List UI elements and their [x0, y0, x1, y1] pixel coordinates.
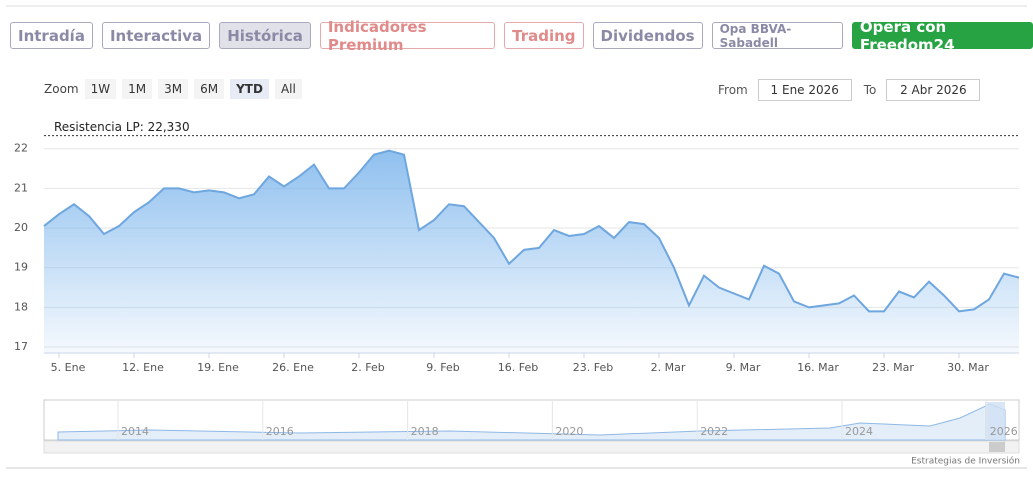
x-tick-label: 12. Ene — [122, 361, 164, 374]
zoom-button[interactable]: 1W — [84, 79, 117, 99]
x-tick-label: 23. Mar — [872, 361, 914, 374]
y-tick-label: 20 — [14, 221, 28, 234]
x-tick-label: 2. Feb — [351, 361, 384, 374]
navigator-label: 2016 — [266, 425, 294, 438]
x-tick-label: 5. Ene — [51, 361, 86, 374]
navigator-label: 2018 — [411, 425, 439, 438]
tab[interactable]: Interactiva — [101, 22, 211, 49]
from-input[interactable]: 1 Ene 2026 — [757, 79, 852, 101]
tab[interactable]: Intradía — [10, 22, 93, 49]
x-tick-label: 9. Feb — [426, 361, 459, 374]
from-label: From — [718, 83, 748, 97]
area — [44, 150, 1019, 353]
navigator-label: 2022 — [700, 425, 728, 438]
x-tick-label: 16. Mar — [797, 361, 839, 374]
x-tick-label: 2. Mar — [651, 361, 686, 374]
tab[interactable]: Histórica — [219, 22, 311, 49]
navigator-label: 2014 — [121, 425, 149, 438]
tab[interactable]: Opa BBVA-Sabadell — [711, 22, 843, 50]
x-tick-label: 26. Ene — [272, 361, 314, 374]
zoom-button[interactable]: 6M — [194, 79, 225, 99]
scrollbar[interactable] — [43, 440, 1020, 454]
navigator-label: 2026 — [990, 425, 1018, 438]
to-input[interactable]: 2 Abr 2026 — [886, 79, 981, 101]
tab[interactable]: Opera con Freedom24 — [851, 18, 1033, 54]
tab[interactable]: Indicadores Premium — [319, 18, 496, 54]
zoom-label: Zoom — [44, 82, 79, 96]
zoom-button[interactable]: YTD — [230, 79, 269, 99]
x-tick-label: 16. Feb — [498, 361, 538, 374]
y-tick-label: 22 — [14, 142, 28, 155]
date-range: From 1 Ene 2026 To 2 Abr 2026 — [718, 79, 992, 101]
y-tick-label: 21 — [14, 181, 28, 194]
zoom-button[interactable]: 1M — [122, 79, 153, 99]
navigator-window — [985, 402, 1005, 440]
tab[interactable]: Dividendos — [592, 22, 703, 49]
zoom-button[interactable]: All — [274, 79, 302, 99]
y-tick-label: 19 — [14, 261, 28, 274]
tab-bar: Intradía Interactiva Histórica Indicadores … — [10, 18, 1033, 54]
navigator-label: 2024 — [845, 425, 873, 438]
x-tick-label: 19. Ene — [197, 361, 239, 374]
zoom-button[interactable]: 3M — [158, 79, 189, 99]
navigator-label: 2020 — [555, 425, 583, 438]
scrollbar-thumb[interactable] — [989, 442, 1005, 452]
to-label: To — [863, 83, 877, 97]
y-tick-label: 18 — [14, 300, 28, 313]
x-tick-label: 30. Mar — [947, 361, 989, 374]
credit: Estrategias de Inversión — [911, 456, 1020, 467]
x-tick-label: 9. Mar — [726, 361, 761, 374]
line — [43, 149, 1020, 313]
y-tick-label: 17 — [14, 340, 28, 353]
x-tick-label: 23. Feb — [573, 361, 613, 374]
resistance-label: Resistencia LP: 22,330 — [54, 120, 190, 134]
zoom-bar: Zoom 1W 1M 3M 6M YTD All — [44, 79, 302, 99]
tab[interactable]: Trading — [504, 22, 584, 49]
